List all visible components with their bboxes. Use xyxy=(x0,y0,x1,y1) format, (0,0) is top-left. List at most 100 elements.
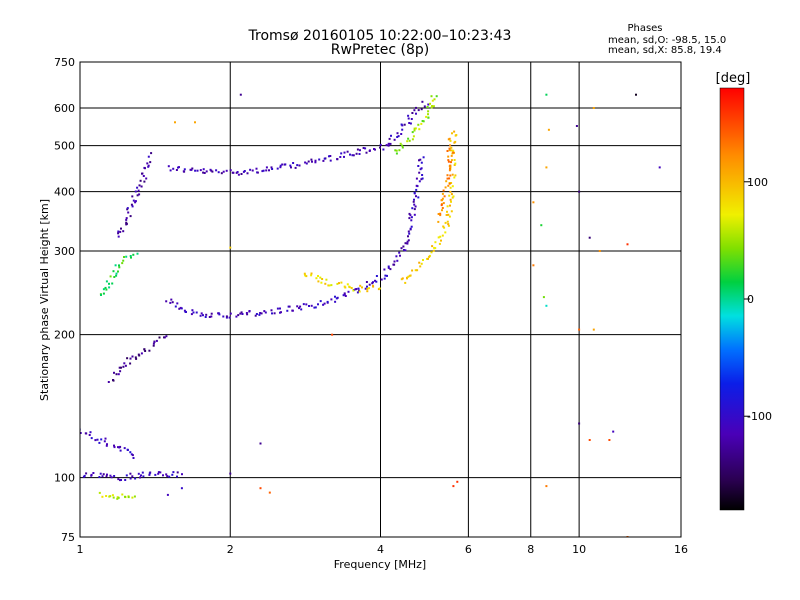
data-point xyxy=(612,430,615,433)
data-point xyxy=(455,134,458,136)
data-point xyxy=(89,431,92,434)
data-point xyxy=(111,494,114,497)
data-point xyxy=(202,171,205,174)
data-point xyxy=(125,255,128,258)
data-point xyxy=(430,251,433,254)
data-point xyxy=(403,123,406,126)
data-point xyxy=(442,202,445,205)
data-point xyxy=(635,93,637,96)
data-point xyxy=(183,309,186,312)
data-point xyxy=(328,155,330,158)
data-point xyxy=(355,288,358,290)
data-point xyxy=(136,186,139,189)
phase-stats-heading: Phases xyxy=(627,23,662,34)
data-point xyxy=(409,214,412,217)
y-tick-label: 75 xyxy=(61,531,75,544)
data-point xyxy=(441,207,444,209)
data-point xyxy=(117,373,120,376)
data-point xyxy=(168,475,171,478)
data-point xyxy=(192,311,195,314)
data-point xyxy=(323,302,326,305)
data-point xyxy=(413,109,416,112)
data-point xyxy=(100,294,102,296)
data-point xyxy=(358,290,361,293)
data-point xyxy=(125,218,128,221)
data-point xyxy=(150,152,153,155)
data-point xyxy=(119,370,122,373)
data-point xyxy=(449,190,452,193)
data-point xyxy=(368,150,371,152)
data-point xyxy=(131,475,134,478)
data-point xyxy=(408,212,411,215)
data-point xyxy=(448,147,451,150)
data-point xyxy=(191,309,194,312)
data-point xyxy=(304,274,307,277)
data-point xyxy=(444,231,447,234)
data-point xyxy=(410,216,413,219)
data-point xyxy=(323,157,326,160)
x-axis-label: Frequency [MHz] xyxy=(334,558,426,571)
data-point xyxy=(317,275,319,277)
data-point xyxy=(167,165,170,168)
data-point xyxy=(389,268,392,271)
data-point xyxy=(448,177,451,180)
data-point xyxy=(368,283,371,286)
data-point xyxy=(417,165,420,167)
data-point xyxy=(137,472,140,475)
data-point xyxy=(225,169,228,172)
data-point xyxy=(125,217,128,220)
data-point xyxy=(441,199,444,202)
data-point xyxy=(217,312,220,315)
data-point xyxy=(407,235,409,238)
data-point xyxy=(319,300,322,303)
data-point xyxy=(249,168,252,171)
data-point xyxy=(183,168,186,171)
data-point xyxy=(304,161,307,164)
data-point xyxy=(148,473,151,476)
data-point xyxy=(449,167,451,170)
data-point xyxy=(313,306,316,309)
data-point xyxy=(400,247,403,250)
data-point xyxy=(417,123,420,126)
data-point xyxy=(329,159,332,162)
data-point xyxy=(440,204,443,207)
data-point xyxy=(368,287,370,290)
data-point xyxy=(425,115,428,118)
data-point xyxy=(132,457,135,459)
data-point xyxy=(404,249,407,252)
data-point xyxy=(134,477,137,480)
data-point xyxy=(109,495,112,498)
data-point xyxy=(84,432,87,435)
data-point xyxy=(413,213,416,216)
data-point xyxy=(394,149,397,152)
data-point xyxy=(364,147,367,150)
data-point xyxy=(113,371,115,374)
data-point xyxy=(390,134,392,137)
data-point xyxy=(359,284,362,287)
data-point xyxy=(123,362,126,365)
data-point xyxy=(125,474,128,477)
data-point xyxy=(444,186,447,189)
data-point xyxy=(102,473,105,476)
data-point xyxy=(658,166,661,169)
data-point xyxy=(449,174,452,177)
data-point xyxy=(343,155,345,158)
data-point xyxy=(378,287,381,290)
data-point xyxy=(441,234,444,237)
data-point xyxy=(246,313,249,316)
data-point xyxy=(372,285,375,288)
colorbar-label: [deg] xyxy=(716,71,751,86)
data-point xyxy=(171,301,174,304)
data-point xyxy=(101,495,104,498)
data-point xyxy=(384,274,387,277)
data-point xyxy=(393,138,396,141)
data-point xyxy=(375,275,378,277)
data-point xyxy=(418,261,421,264)
data-point xyxy=(166,475,169,478)
data-point xyxy=(179,306,182,309)
data-point xyxy=(404,242,407,245)
data-point xyxy=(365,281,368,283)
data-point xyxy=(401,144,404,147)
data-point xyxy=(129,357,132,360)
data-point xyxy=(236,171,239,173)
